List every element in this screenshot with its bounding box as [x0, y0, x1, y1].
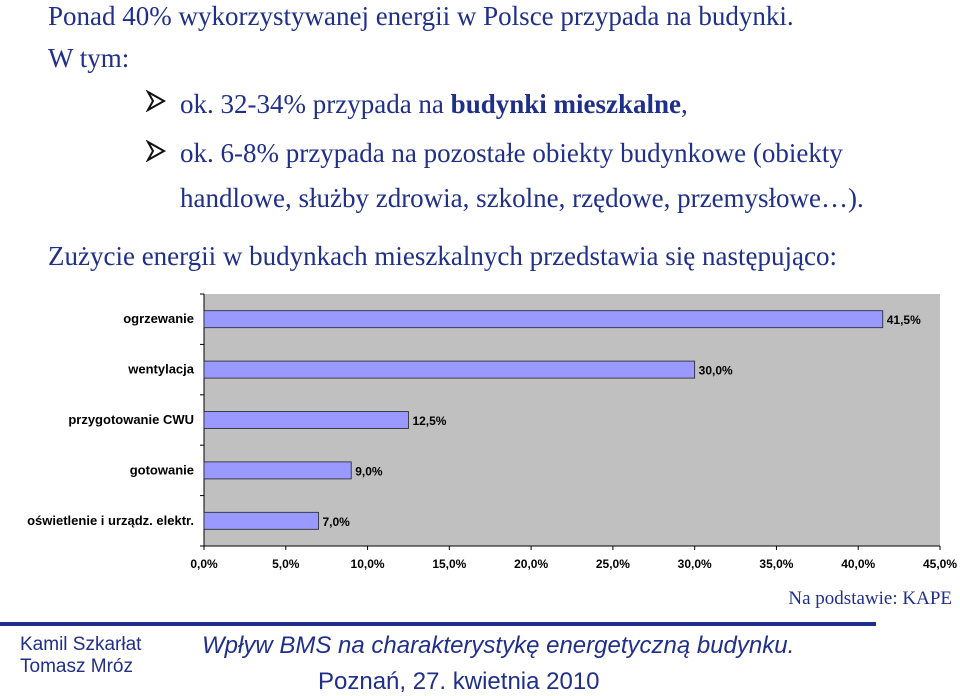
bar — [203, 411, 409, 429]
presentation-date: Poznań, 27. kwietnia 2010 — [318, 668, 600, 695]
category-label: przygotowanie CWU — [68, 412, 194, 427]
bullet-1-suffix: , — [681, 89, 688, 119]
source-note: Na podstawie: KAPE — [788, 588, 952, 609]
bar — [203, 360, 696, 379]
x-tick-label: 15,0% — [432, 557, 466, 571]
energy-use-bar-chart: ogrzewanie 41,5% wentylacja 30,0% przygotowa… — [27, 293, 957, 571]
data-label: 12,5% — [412, 414, 446, 428]
bullet-1-prefix: ok. 32-34% przypada na — [180, 89, 451, 119]
arrowhead-bullet-icon — [145, 139, 167, 168]
bar — [203, 310, 884, 329]
data-label: 41,5% — [887, 313, 921, 327]
category-label: ogrzewanie — [123, 311, 194, 326]
bullet-2-line-2: handlowe, służby zdrowia, szkolne, rzędo… — [180, 183, 864, 213]
arrowhead-bullet-icon — [145, 89, 167, 118]
x-tick-label: 35,0% — [759, 557, 793, 571]
bar — [203, 461, 352, 480]
chart-intro: Zużycie energii w budynkach mieszkalnych… — [48, 241, 837, 271]
footer-divider — [0, 622, 876, 626]
intro-line-2: W tym: — [48, 43, 130, 73]
x-tick-label: 20,0% — [514, 557, 548, 571]
bar — [203, 511, 319, 530]
category-label: wentylacja — [127, 362, 195, 377]
data-label: 30,0% — [699, 364, 733, 378]
bullet-1-bold: budynki mieszkalne — [450, 89, 681, 119]
x-tick-label: 40,0% — [841, 557, 875, 571]
x-tick-label: 45,0% — [923, 557, 957, 571]
x-tick-label: 10,0% — [351, 557, 385, 571]
bullet-2-line-1: ok. 6-8% przypada na pozostałe obiekty b… — [180, 138, 843, 168]
x-tick-label: 30,0% — [678, 557, 712, 571]
category-label: gotowanie — [130, 462, 194, 477]
data-label: 7,0% — [322, 515, 350, 529]
presentation-title: Wpływ BMS na charakterystykę energetyczn… — [202, 632, 795, 659]
author-1: Kamil Szkarłat — [20, 634, 142, 655]
x-tick-label: 0,0% — [190, 557, 218, 571]
author-2: Tomasz Mróz — [20, 656, 133, 677]
data-label: 9,0% — [355, 464, 383, 478]
x-tick-label: 5,0% — [272, 557, 300, 571]
intro-line-1: Ponad 40% wykorzystywanej energii w Pols… — [48, 1, 794, 31]
bullet-1: ok. 32-34% przypada na budynki mieszkaln… — [180, 88, 688, 120]
category-label: oświetlenie i urządz. elektr. — [27, 513, 194, 528]
x-tick-label: 25,0% — [596, 557, 630, 571]
